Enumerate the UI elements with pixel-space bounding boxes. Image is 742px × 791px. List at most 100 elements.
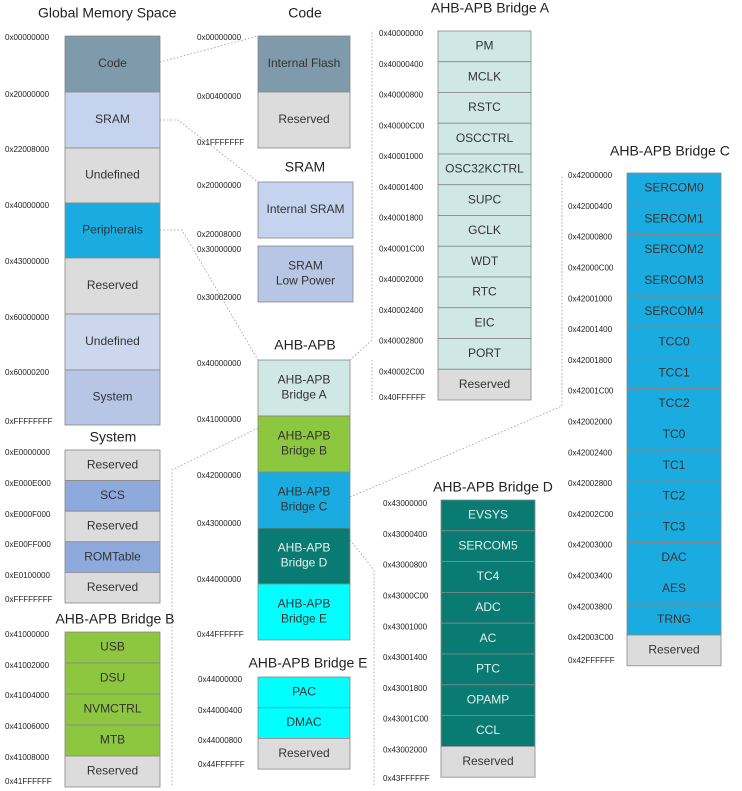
memory-block: System Reserved SCS Reserved ROMTable Reserve… bbox=[5, 429, 161, 604]
address-label: 0x42000400 bbox=[568, 202, 613, 211]
address-label: 0x40002C00 bbox=[379, 367, 425, 376]
memory-cell bbox=[626, 264, 722, 297]
cell-label: Bridge B bbox=[281, 444, 327, 458]
memory-block: AHB-APB Bridge A PM MCLK RSTC OSCCTRL OSC32KC… bbox=[379, 0, 550, 402]
block-title: AHB-APB Bridge E bbox=[248, 655, 367, 671]
cell-label: TC1 bbox=[663, 458, 686, 472]
block-title: System bbox=[90, 429, 137, 445]
address-label: 0x00400000 bbox=[197, 92, 242, 101]
address-label: 0xE0000000 bbox=[5, 448, 50, 457]
cell-label: PM bbox=[476, 39, 494, 53]
address-label: 0x42002400 bbox=[568, 448, 613, 457]
address-label: 0x40000000 bbox=[5, 201, 50, 210]
address-label: 0x40001C00 bbox=[379, 244, 425, 253]
cell-label: Reserved bbox=[278, 746, 329, 760]
cell-label: SRAM bbox=[288, 259, 323, 273]
address-label: 0x60000000 bbox=[5, 313, 50, 322]
connector bbox=[160, 119, 259, 183]
address-label: 0xE0100000 bbox=[5, 571, 50, 580]
cell-label: OPAMP bbox=[467, 692, 509, 706]
cell-label: SCS bbox=[100, 488, 125, 502]
cell-label: SERCOM2 bbox=[644, 242, 704, 256]
address-label: 0x44000400 bbox=[198, 706, 243, 715]
memory-cell bbox=[64, 755, 161, 788]
address-label: 0x44FFFFFF bbox=[198, 760, 245, 769]
cell-label: DMAC bbox=[286, 715, 322, 729]
memory-block: Code Internal Flash Reserved 0x00000000 0x00… bbox=[197, 5, 351, 149]
address-label: 0x41000000 bbox=[197, 415, 242, 424]
address-label: 0x40FFFFFF bbox=[379, 393, 426, 402]
address-label: 0x20000000 bbox=[197, 181, 242, 190]
address-label: 0x40000C00 bbox=[379, 121, 425, 130]
cell-label: Undefined bbox=[85, 168, 140, 182]
memory-cell bbox=[626, 326, 722, 359]
address-label: 0x1FFFFFFF bbox=[197, 138, 244, 147]
cell-label: Peripherals bbox=[82, 223, 143, 237]
memory-cell bbox=[626, 573, 722, 605]
cell-label: Bridge D bbox=[281, 556, 328, 570]
memory-cell bbox=[64, 147, 161, 204]
cell-label: Bridge A bbox=[281, 388, 326, 402]
address-label: 0x00000000 bbox=[197, 33, 242, 42]
address-label: 0x30000000 bbox=[197, 245, 242, 254]
address-label: 0x43000C00 bbox=[383, 592, 429, 601]
address-label: 0x41008000 bbox=[5, 753, 50, 762]
cell-label: ROMTable bbox=[84, 549, 141, 563]
cell-label: SERCOM5 bbox=[458, 538, 518, 552]
cell-label: Internal SRAM bbox=[266, 202, 344, 216]
memory-cell bbox=[257, 738, 351, 770]
address-label: 0x44000800 bbox=[198, 736, 243, 745]
memory-cell bbox=[64, 449, 161, 482]
memory-cell bbox=[257, 415, 351, 473]
memory-cell bbox=[437, 153, 532, 186]
memory-cell bbox=[64, 369, 161, 426]
memory-cell bbox=[437, 307, 532, 339]
cell-label: AHB-APB bbox=[278, 597, 331, 611]
cell-label: Reserved bbox=[459, 377, 510, 391]
connector bbox=[160, 229, 259, 361]
cell-label: SRAM bbox=[95, 112, 130, 126]
cell-label: DAC bbox=[661, 550, 687, 564]
memory-block: Global Memory Space Code SRAM Undefined Peri… bbox=[5, 5, 177, 426]
address-label: 0x42000000 bbox=[197, 471, 242, 480]
cell-label: Reserved bbox=[87, 519, 138, 533]
block-title: Code bbox=[288, 5, 322, 21]
cell-label: Low Power bbox=[276, 274, 335, 288]
cell-label: AHB-APB bbox=[278, 373, 331, 387]
address-label: 0x22008000 bbox=[5, 145, 50, 154]
cell-label: SERCOM4 bbox=[644, 304, 704, 318]
address-label: 0xE000E000 bbox=[5, 479, 51, 488]
cell-label: Reserved bbox=[462, 754, 513, 768]
cell-label: EVSYS bbox=[468, 508, 508, 522]
cell-label: MCLK bbox=[468, 69, 501, 83]
cell-label: TRNG bbox=[657, 612, 691, 626]
cell-label: TC4 bbox=[477, 569, 500, 583]
cell-label: ADC bbox=[475, 600, 501, 614]
memory-cell bbox=[64, 91, 161, 149]
connector bbox=[171, 427, 259, 787]
address-label: 0xFFFFFFFF bbox=[5, 417, 53, 426]
address-label: 0x41FFFFFF bbox=[5, 777, 52, 786]
cell-label: USB bbox=[100, 640, 125, 654]
cell-label: DSU bbox=[100, 671, 125, 685]
address-label: 0x40000800 bbox=[379, 91, 424, 100]
address-label: 0x40001400 bbox=[379, 183, 424, 192]
memory-cell bbox=[440, 653, 536, 686]
address-label: 0x42003C00 bbox=[568, 633, 614, 642]
cell-label: Bridge E bbox=[281, 612, 327, 626]
memory-cell bbox=[64, 693, 161, 726]
memory-cell bbox=[626, 357, 722, 389]
block-title: AHB-APB bbox=[274, 337, 335, 353]
address-label: 0x42001400 bbox=[568, 325, 613, 334]
cell-label: TC2 bbox=[663, 489, 686, 503]
address-label: 0x42002800 bbox=[568, 479, 613, 488]
memory-cell bbox=[257, 676, 351, 709]
address-label: 0xFFFFFFFF bbox=[5, 595, 53, 604]
address-label: 0x43001000 bbox=[383, 622, 428, 631]
address-label: 0x60000200 bbox=[5, 368, 50, 377]
cell-label: TC0 bbox=[663, 427, 686, 441]
address-label: 0x20008000 bbox=[197, 230, 242, 239]
address-label: 0x42000000 bbox=[568, 171, 613, 180]
cell-label: OSC32KCTRL bbox=[445, 162, 524, 176]
address-label: 0x43000000 bbox=[197, 519, 242, 528]
